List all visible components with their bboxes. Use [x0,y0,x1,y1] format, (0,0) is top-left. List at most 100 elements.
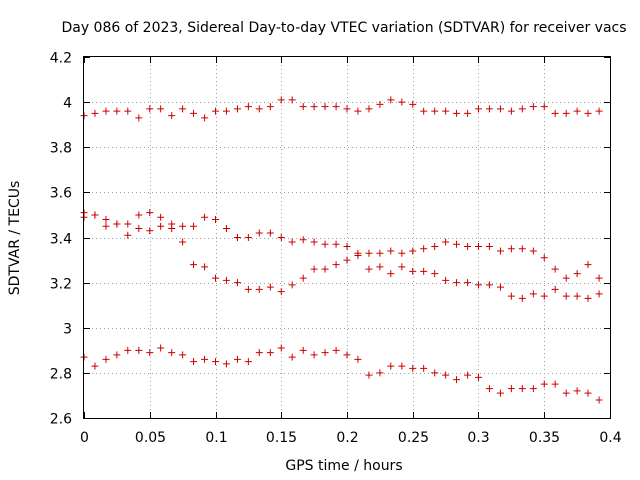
data-point [201,355,209,363]
data-point [529,290,537,298]
data-point [266,349,274,357]
data-point [496,105,504,113]
data-point [113,351,121,359]
data-point [124,231,132,239]
data-point [365,371,373,379]
data-point [310,351,318,359]
data-point [91,109,99,117]
data-point [255,349,263,357]
data-point [299,236,307,244]
data-point [562,389,570,397]
data-point [266,103,274,111]
data-point [288,238,296,246]
data-point [124,346,132,354]
data-point [222,360,230,368]
data-point [475,105,482,113]
data-point [244,358,252,366]
data-point [562,109,570,117]
data-point [91,362,99,370]
data-point [102,107,110,115]
data-point [201,213,209,221]
data-point [551,109,559,117]
data-point [179,238,187,246]
data-point [277,234,285,241]
data-point [398,362,406,370]
data-point [135,114,143,122]
data-point [453,279,461,287]
y-tick-label: 2.8 [50,367,72,383]
data-point [135,346,143,354]
data-point [453,376,461,384]
data-point [157,344,165,352]
data-point [387,96,395,104]
data-point [135,224,143,232]
data-point [584,261,592,269]
data-point [398,249,406,257]
data-point [420,267,428,275]
data-point [124,107,132,115]
y-tick-label: 4 [63,96,72,112]
data-point [376,100,384,108]
data-point [179,351,187,359]
data-point [431,369,439,377]
data-point [442,371,450,379]
y-tick-label: 4.2 [50,51,72,67]
x-tick-label: 0.4 [599,430,621,446]
data-point [212,358,219,366]
data-point [255,105,263,113]
data-point [244,103,252,111]
data-point [485,385,493,393]
data-point [168,112,176,120]
x-tick-label: 0.35 [529,430,560,446]
data-point [584,389,592,397]
data-point [135,211,143,219]
data-point [387,270,395,278]
data-point [146,105,154,113]
data-point [222,107,230,115]
data-point [475,281,482,289]
data-point [464,279,472,287]
data-point [277,96,285,104]
data-point [146,349,154,357]
data-point [233,279,241,287]
data-point [310,265,318,273]
data-point [354,107,362,115]
data-point [212,274,219,282]
data-point [431,270,439,278]
y-tick-label: 3.8 [50,141,72,157]
data-point [190,358,198,366]
data-point [496,247,504,255]
data-point [255,285,263,293]
data-point [573,292,581,300]
data-point [277,344,285,352]
data-point [332,346,340,354]
data-point [464,243,472,251]
data-point [102,355,110,363]
data-point [222,224,230,232]
data-point [420,364,428,372]
data-point [453,240,461,248]
data-point [233,234,241,241]
data-point [376,369,384,377]
data-point [343,105,351,113]
data-point [485,105,493,113]
data-point [409,267,417,275]
data-point [442,276,450,284]
data-point [113,220,121,228]
data-point [321,265,329,273]
data-point [518,105,526,113]
x-tick-label: 0.25 [398,430,429,446]
data-point [244,234,252,241]
data-point [387,362,395,370]
data-point [485,243,493,251]
series-2 [80,209,603,282]
data-point [442,238,450,246]
data-point [113,107,121,115]
data-point [168,349,176,357]
data-point [562,274,570,282]
data-point [179,105,187,113]
tick-labels: 0 0.05 0.1 0.15 0.2 0.25 0.3 0.35 0.4 2.6 2.8 3 3.2 3… [50,51,622,447]
data-point [201,114,209,122]
data-point [475,243,482,251]
